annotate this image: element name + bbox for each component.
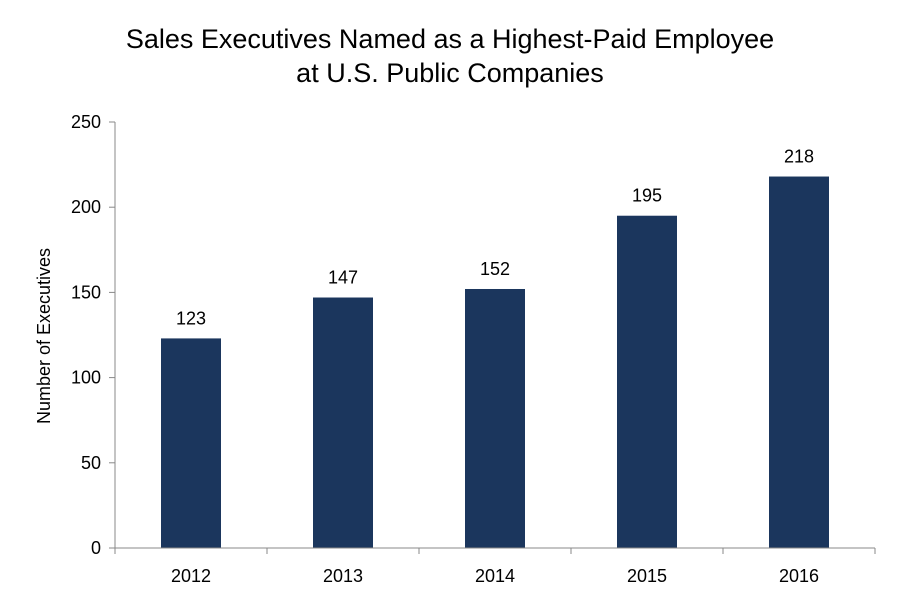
bar-2015: [617, 215, 677, 548]
bar-2013: [313, 297, 373, 548]
bar-2016: [769, 176, 829, 548]
chart-title-line-1: Sales Executives Named as a Highest-Paid…: [125, 24, 775, 54]
x-tick-label: 2013: [323, 566, 363, 586]
x-tick-label: 2015: [627, 566, 667, 586]
x-tick-label: 2014: [475, 566, 515, 586]
x-tick-label: 2016: [779, 566, 819, 586]
x-axis-ticks: 2012 2013 2014 2015 2016: [114, 548, 876, 586]
y-tick-label: 50: [81, 453, 101, 473]
data-label: 152: [480, 259, 510, 279]
x-tick-label: 2012: [171, 566, 211, 586]
chart-title-line-2: at U.S. Public Companies: [296, 58, 604, 88]
y-axis-ticks: 0 50 100 150 200 250: [71, 112, 115, 558]
data-label: 123: [176, 308, 206, 328]
axes-group: [114, 122, 875, 549]
y-tick-label: 150: [71, 282, 101, 302]
bar-2012: [161, 338, 221, 548]
y-tick-label: 0: [91, 538, 101, 558]
bars-group: [161, 176, 829, 548]
data-label: 195: [632, 186, 662, 206]
chart-title: Sales Executives Named as a Highest-Paid…: [0, 22, 900, 90]
data-label: 147: [328, 268, 358, 288]
y-tick-label: 100: [71, 368, 101, 388]
data-labels-group: 123 147 152 195 218: [176, 147, 814, 329]
y-tick-label: 200: [71, 197, 101, 217]
data-label: 218: [784, 147, 814, 167]
y-tick-label: 250: [71, 112, 101, 132]
y-axis-label: Number of Executives: [34, 248, 54, 424]
bar-2014: [465, 288, 525, 548]
